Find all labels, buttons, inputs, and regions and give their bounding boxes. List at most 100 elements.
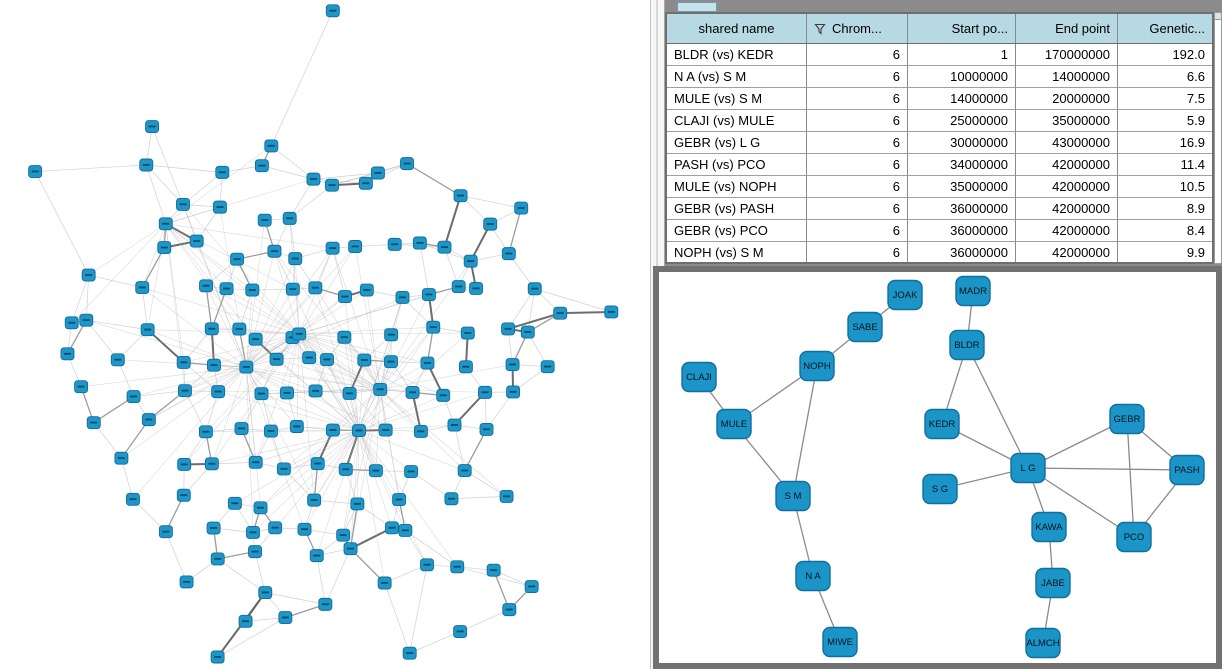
network-node[interactable] [310,457,325,471]
network-node[interactable]: N A [795,560,831,592]
network-node[interactable]: MULE [716,408,752,440]
network-node[interactable] [506,385,521,399]
network-node[interactable] [269,352,284,366]
network-node[interactable] [289,420,304,433]
network-node[interactable] [378,423,393,437]
table-row[interactable]: BLDR (vs) KEDR 6 1 170000000 192.0 [667,44,1212,66]
column-header[interactable]: Genetic... [1118,14,1212,43]
network-node[interactable] [348,240,363,253]
network-node[interactable] [404,465,419,479]
network-node[interactable] [81,268,96,282]
table-row[interactable]: MULE (vs) NOPH 6 35000000 42000000 10.5 [667,176,1212,198]
network-node[interactable] [320,353,334,366]
network-node[interactable] [178,384,192,398]
network-node[interactable] [604,305,619,319]
network-node[interactable] [479,422,494,436]
network-node[interactable] [483,217,498,231]
network-node[interactable] [400,157,414,171]
network-edge[interactable] [792,365,818,497]
network-node[interactable] [199,279,213,293]
network-node[interactable] [325,4,340,18]
main-network-canvas[interactable] [0,0,650,669]
network-node[interactable] [392,493,407,507]
table-scrollbar-button[interactable] [1215,13,1221,20]
network-node[interactable] [177,458,192,471]
table-row[interactable]: PASH (vs) PCO 6 34000000 42000000 11.4 [667,154,1212,176]
network-node[interactable] [420,558,434,572]
network-node[interactable] [264,424,278,438]
network-node[interactable] [64,316,79,330]
network-node[interactable] [336,528,351,542]
network-node[interactable]: SABE [847,311,883,343]
table-row[interactable]: CLAJI (vs) MULE 6 25000000 35000000 5.9 [667,110,1212,132]
network-node[interactable] [139,158,154,172]
network-node[interactable] [306,172,321,186]
network-node[interactable] [210,552,225,566]
network-node[interactable] [238,614,253,628]
network-node[interactable] [126,492,140,506]
network-node[interactable]: CLAJI [681,361,717,393]
network-node[interactable] [176,197,190,211]
network-node[interactable] [384,355,398,369]
network-node[interactable] [436,388,451,402]
network-node[interactable] [387,237,402,251]
network-node[interactable] [405,385,420,399]
network-node[interactable] [338,462,353,476]
network-node[interactable] [460,326,475,340]
network-node[interactable]: S G [922,473,958,505]
network-node[interactable] [288,252,303,266]
network-node[interactable] [297,522,312,536]
network-node[interactable] [135,281,150,294]
network-node[interactable] [453,189,468,203]
network-edge[interactable] [1027,467,1188,471]
network-node[interactable] [420,356,435,370]
network-node[interactable] [384,328,399,342]
network-node[interactable] [176,355,191,369]
network-node[interactable] [325,178,339,192]
network-node[interactable] [308,384,323,398]
network-node[interactable] [140,323,155,337]
network-node[interactable] [239,360,254,374]
network-node[interactable] [520,325,535,339]
table-row[interactable]: GEBR (vs) L G 6 30000000 43000000 16.9 [667,132,1212,154]
network-node[interactable]: PCO [1116,521,1152,553]
network-node[interactable] [309,549,324,563]
table-scrollbar[interactable] [1214,12,1222,264]
column-header[interactable]: Chrom... [807,14,908,43]
network-node[interactable] [219,282,234,296]
network-node[interactable] [457,464,472,478]
network-node[interactable] [282,211,297,225]
network-node[interactable] [553,306,568,320]
network-node[interactable] [74,380,89,394]
network-edge[interactable] [1027,467,1135,538]
network-node[interactable] [358,176,373,190]
network-node[interactable] [359,283,374,297]
table-row[interactable]: GEBR (vs) PCO 6 36000000 42000000 8.4 [667,220,1212,242]
network-node[interactable] [325,423,340,437]
network-node[interactable] [463,254,478,268]
network-node[interactable] [501,247,516,261]
network-edge[interactable] [1126,418,1135,538]
network-node[interactable] [307,493,322,507]
network-node[interactable] [278,611,293,625]
network-node[interactable] [540,360,555,374]
network-node[interactable]: KAWA [1031,511,1067,543]
network-node[interactable] [338,290,352,304]
network-node[interactable]: S M [775,480,811,512]
network-node[interactable] [451,280,466,294]
network-node[interactable] [514,201,529,215]
network-node[interactable] [377,576,392,590]
network-node[interactable] [215,165,230,179]
network-node[interactable] [385,521,399,535]
network-node[interactable] [258,586,273,599]
subnetwork-canvas[interactable]: JOAK SABE NOPH CLAJI MULE S M N A MIWE MADR BLDR K… [659,272,1216,663]
network-node[interactable] [505,358,520,372]
network-node[interactable] [245,283,260,297]
network-node[interactable] [211,385,226,399]
network-node[interactable] [398,523,413,537]
network-node[interactable] [158,217,173,231]
column-header[interactable]: shared name [667,14,807,43]
network-node[interactable] [157,241,172,255]
network-node[interactable] [126,390,141,404]
network-node[interactable]: MADR [955,275,991,307]
